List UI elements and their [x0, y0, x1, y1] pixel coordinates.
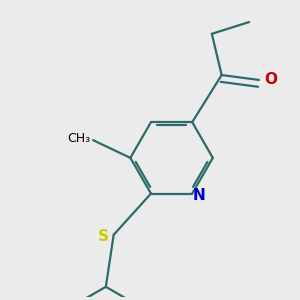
- Text: S: S: [98, 229, 110, 244]
- Text: CH₃: CH₃: [67, 132, 90, 145]
- Text: N: N: [193, 188, 206, 203]
- Text: O: O: [264, 72, 277, 87]
